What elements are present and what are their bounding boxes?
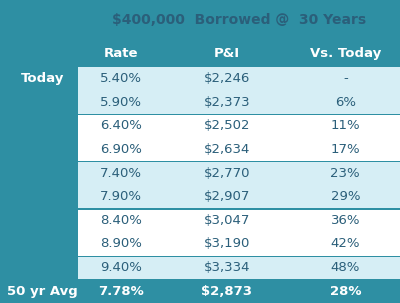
Text: 36%: 36% (330, 214, 360, 227)
FancyBboxPatch shape (78, 279, 400, 303)
Text: -: - (343, 72, 348, 85)
FancyBboxPatch shape (78, 114, 400, 138)
FancyBboxPatch shape (8, 279, 78, 303)
Text: $2,502: $2,502 (204, 119, 250, 132)
FancyBboxPatch shape (8, 90, 78, 114)
Text: P&I: P&I (214, 47, 240, 59)
Text: $400,000  Borrowed @  30 Years: $400,000 Borrowed @ 30 Years (112, 13, 366, 27)
FancyBboxPatch shape (8, 256, 78, 279)
FancyBboxPatch shape (8, 0, 78, 39)
FancyBboxPatch shape (78, 90, 400, 114)
FancyBboxPatch shape (78, 39, 400, 67)
FancyBboxPatch shape (78, 161, 400, 185)
Text: $3,047: $3,047 (204, 214, 250, 227)
FancyBboxPatch shape (78, 67, 400, 90)
Text: 23%: 23% (330, 167, 360, 179)
FancyBboxPatch shape (78, 185, 400, 208)
FancyBboxPatch shape (8, 67, 78, 90)
FancyBboxPatch shape (78, 208, 400, 210)
FancyBboxPatch shape (78, 208, 400, 232)
Text: $2,770: $2,770 (204, 167, 250, 179)
Text: 5.40%: 5.40% (100, 72, 142, 85)
FancyBboxPatch shape (8, 114, 78, 138)
Text: $2,873: $2,873 (202, 285, 252, 298)
Text: 29%: 29% (330, 190, 360, 203)
Text: Vs. Today: Vs. Today (310, 47, 381, 59)
Text: 7.90%: 7.90% (100, 190, 142, 203)
Text: $2,907: $2,907 (204, 190, 250, 203)
Text: 17%: 17% (330, 143, 360, 156)
Text: 42%: 42% (330, 238, 360, 250)
FancyBboxPatch shape (78, 232, 400, 256)
Text: $3,334: $3,334 (204, 261, 250, 274)
Text: $3,190: $3,190 (204, 238, 250, 250)
FancyBboxPatch shape (78, 279, 400, 281)
FancyBboxPatch shape (78, 256, 400, 279)
Text: 7.40%: 7.40% (100, 167, 142, 179)
Text: 7.78%: 7.78% (98, 285, 144, 298)
Text: 6.90%: 6.90% (100, 143, 142, 156)
FancyBboxPatch shape (78, 256, 400, 257)
Text: 6%: 6% (335, 96, 356, 108)
FancyBboxPatch shape (8, 161, 78, 185)
FancyBboxPatch shape (8, 232, 78, 256)
FancyBboxPatch shape (8, 208, 78, 232)
Text: 9.40%: 9.40% (100, 261, 142, 274)
FancyBboxPatch shape (78, 161, 400, 162)
Text: $2,246: $2,246 (204, 72, 250, 85)
Text: 50 yr Avg: 50 yr Avg (8, 285, 78, 298)
FancyBboxPatch shape (8, 138, 78, 161)
Text: 11%: 11% (330, 119, 360, 132)
Text: 5.90%: 5.90% (100, 96, 142, 108)
FancyBboxPatch shape (78, 114, 400, 115)
FancyBboxPatch shape (78, 138, 400, 161)
Text: 6.40%: 6.40% (100, 119, 142, 132)
Text: $2,634: $2,634 (204, 143, 250, 156)
FancyBboxPatch shape (8, 39, 78, 67)
Text: Rate: Rate (104, 47, 138, 59)
Text: 48%: 48% (330, 261, 360, 274)
Text: Today: Today (21, 72, 64, 85)
FancyBboxPatch shape (8, 185, 78, 208)
FancyBboxPatch shape (78, 0, 400, 39)
Text: 28%: 28% (330, 285, 361, 298)
Text: $2,373: $2,373 (204, 96, 250, 108)
Text: 8.90%: 8.90% (100, 238, 142, 250)
Text: 8.40%: 8.40% (100, 214, 142, 227)
